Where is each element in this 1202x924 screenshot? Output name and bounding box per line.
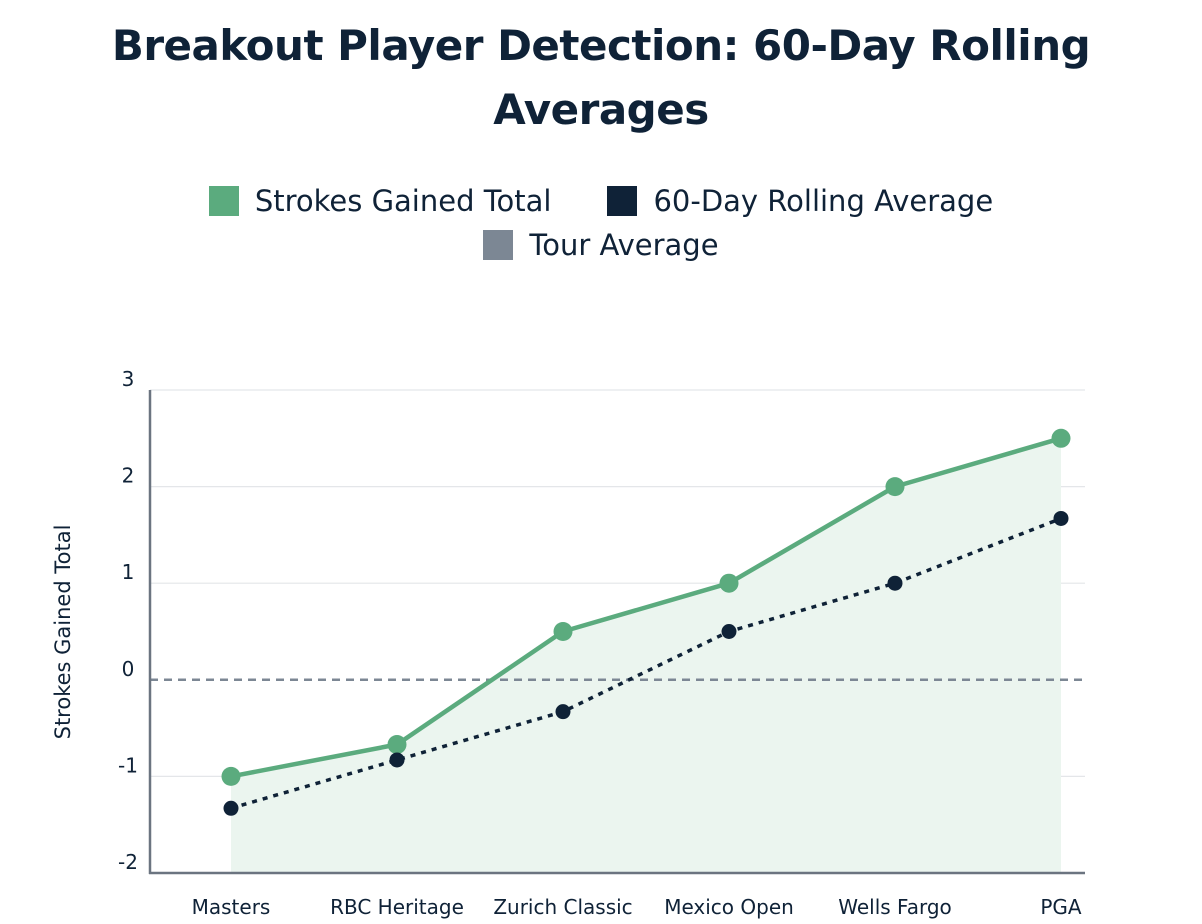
- strokes-gained-point: [387, 735, 407, 755]
- x-tick-label: Mexico Open: [664, 895, 794, 919]
- strokes-gained-point: [885, 477, 905, 497]
- y-tick-label: 2: [122, 464, 135, 488]
- rolling-average-point: [223, 800, 239, 816]
- legend-label-rolling-average: 60-Day Rolling Average: [653, 184, 994, 218]
- legend-swatch-rolling-average: [607, 186, 638, 216]
- legend-row-2: Tour Average: [0, 228, 1202, 262]
- legend-swatch-strokes-gained: [208, 186, 239, 216]
- strokes-gained-line: [230, 436, 1062, 779]
- y-tick-label: 0: [122, 657, 135, 681]
- strokes-gained-point: [1051, 428, 1071, 448]
- strokes-gained-point: [719, 573, 739, 593]
- legend-label-tour-average: Tour Average: [529, 228, 719, 262]
- y-axis-label: Strokes Gained Total: [51, 525, 75, 740]
- rolling-average-point: [1053, 510, 1069, 526]
- legend-item-tour-average[interactable]: Tour Average: [483, 228, 719, 262]
- y-tick-label: -1: [118, 753, 138, 777]
- x-tick-label: Wells Fargo: [838, 895, 952, 919]
- rolling-average-point: [887, 575, 903, 591]
- strokes-gained-point: [553, 622, 573, 641]
- legend-item-rolling-average[interactable]: 60-Day Rolling Average: [607, 184, 993, 218]
- x-tick-label: Zurich Classic: [493, 895, 632, 919]
- strokes-gained-point: [221, 766, 241, 786]
- legend-label-strokes-gained: Strokes Gained Total: [254, 184, 552, 218]
- x-tick-label: RBC Heritage: [330, 895, 464, 919]
- legend: Strokes Gained Total 60-Day Rolling Aver…: [0, 184, 1202, 218]
- y-tick-label: 1: [122, 560, 135, 584]
- x-tick-label: PGA: [1040, 895, 1082, 919]
- rolling-average-point: [555, 704, 571, 720]
- strokes-gained-area: [231, 438, 1061, 873]
- legend-swatch-tour-average: [483, 230, 514, 260]
- y-tick-label: 3: [122, 367, 135, 391]
- rolling-average-point: [721, 624, 737, 639]
- y-tick-label: -2: [118, 850, 138, 874]
- rolling-average-point: [389, 752, 405, 768]
- rolling-average-line: [230, 516, 1062, 810]
- legend-item-strokes-gained[interactable]: Strokes Gained Total: [208, 184, 552, 218]
- chart-title: Breakout Player Detection: 60-Day Rollin…: [111, 21, 1091, 134]
- x-tick-label: Masters: [192, 895, 271, 919]
